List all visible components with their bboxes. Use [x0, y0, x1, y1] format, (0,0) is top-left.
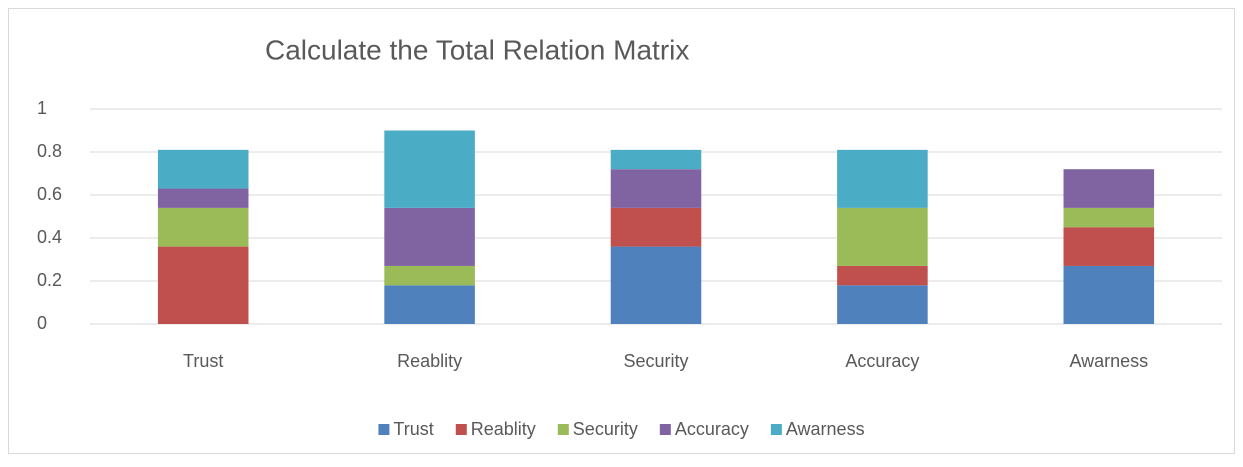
chart-title: Calculate the Total Relation Matrix [265, 34, 689, 65]
legend-label: Accuracy [675, 419, 749, 439]
bar-segment [157, 149, 249, 189]
bar-segment [384, 207, 475, 266]
legend-swatch [659, 424, 671, 435]
bar-segment [1063, 207, 1155, 228]
bar-segment [837, 207, 928, 266]
bar-segment [1063, 169, 1155, 208]
x-tick-label: Security [623, 351, 688, 371]
bar-segment [384, 130, 475, 208]
bar-segment [384, 285, 475, 324]
legend-swatch [557, 424, 569, 435]
y-tick-label: 0.2 [37, 270, 62, 290]
x-tick-label: Reablity [397, 351, 462, 371]
bar-segment [837, 285, 928, 324]
bar-segment [157, 188, 249, 208]
legend-swatch [378, 424, 390, 435]
bar-segment [1063, 227, 1155, 266]
bar-segment [610, 149, 702, 170]
y-tick-label: 0 [37, 313, 47, 333]
bar-segment [610, 246, 702, 324]
legend-swatch [770, 424, 782, 435]
bar-segment [610, 169, 702, 208]
bar-segment [157, 207, 249, 247]
legend-swatch [455, 424, 467, 435]
y-tick-label: 0.8 [37, 141, 62, 161]
bar-segment [1063, 265, 1155, 324]
x-tick-label: Awarness [1069, 351, 1148, 371]
x-tick-label: Trust [183, 351, 223, 371]
legend-label: Reablity [471, 419, 536, 439]
bar-segment [384, 265, 475, 286]
y-tick-label: 1 [37, 98, 47, 118]
bar-segment [837, 265, 928, 286]
y-tick-label: 0.6 [37, 184, 62, 204]
y-tick-label: 0.4 [37, 227, 62, 247]
legend-label: Awarness [786, 419, 865, 439]
x-tick-label: Accuracy [845, 351, 919, 371]
legend-label: Trust [393, 419, 433, 439]
bar-segment [157, 246, 249, 324]
legend-label: Security [573, 419, 638, 439]
bar-segment [610, 207, 702, 247]
bar-segment [837, 149, 928, 208]
